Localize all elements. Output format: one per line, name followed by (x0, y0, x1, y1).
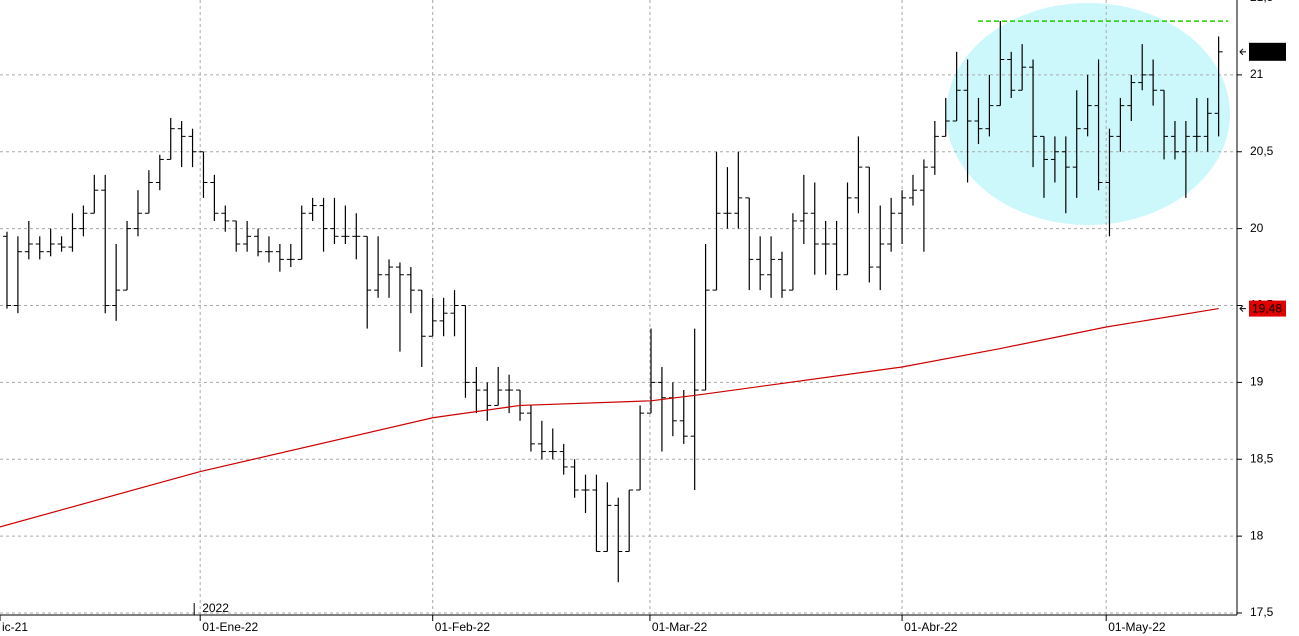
y-tick-label: 20 (1250, 221, 1264, 235)
x-tick-label: 01-Ene-22 (202, 620, 258, 634)
y-tick-label: 19 (1250, 375, 1264, 389)
x-tick-label: 01-Feb-22 (435, 620, 491, 634)
arrow (1239, 305, 1246, 312)
y-tick-label: 21,5 (1250, 0, 1274, 4)
y-tick-label: 20,5 (1250, 144, 1274, 158)
y-tick-label: 18 (1250, 528, 1264, 542)
x-tick-label: 01-Mar-22 (652, 620, 708, 634)
ma-price-box (1249, 300, 1286, 317)
plot (0, 20, 1228, 583)
y-tick-label: 21 (1250, 67, 1264, 81)
year-label: 2022 (202, 601, 229, 615)
y-tick-label: 17,5 (1250, 605, 1274, 619)
x-tick-label: ic-21 (2, 620, 28, 634)
x-tick-label: 01-May-22 (1108, 620, 1166, 634)
last-price-box (1249, 42, 1286, 61)
x-tick-label: 01-Abr-22 (904, 620, 958, 634)
arrow (1239, 48, 1246, 56)
grid (0, 0, 1242, 621)
ma-price-label: 19,48 (1252, 302, 1282, 316)
y-tick-label: 18,5 (1250, 451, 1274, 465)
moving-average (0, 307, 1219, 528)
